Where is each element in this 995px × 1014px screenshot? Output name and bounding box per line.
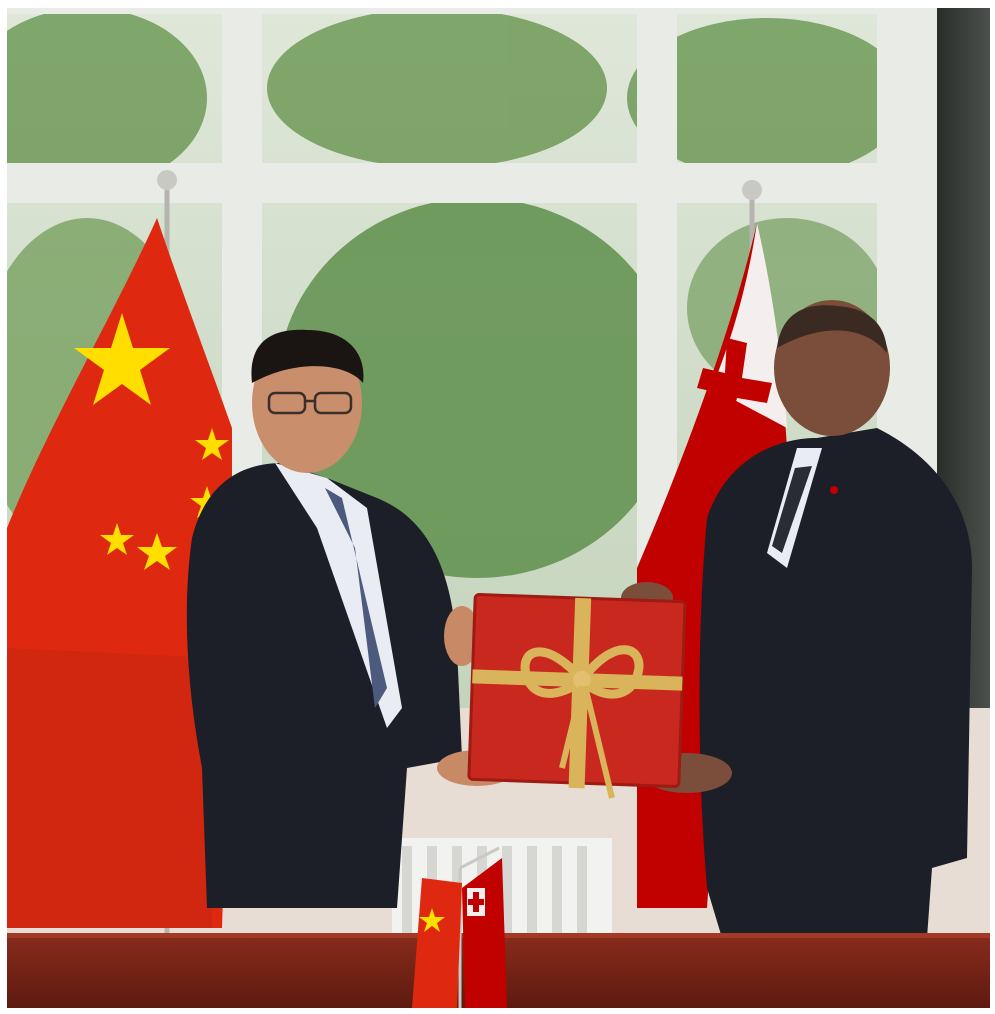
china-flag <box>7 170 232 938</box>
china-flag-big-star <box>74 313 170 405</box>
person-right <box>621 300 972 938</box>
desk-flag-stand <box>412 846 507 1008</box>
person-left <box>186 329 517 908</box>
lapel-pin <box>830 486 838 494</box>
photo-scene <box>7 8 990 1008</box>
gift-box-icon <box>467 593 687 799</box>
tonga-flag-cross <box>697 338 772 428</box>
photo-frame <box>7 8 990 1008</box>
